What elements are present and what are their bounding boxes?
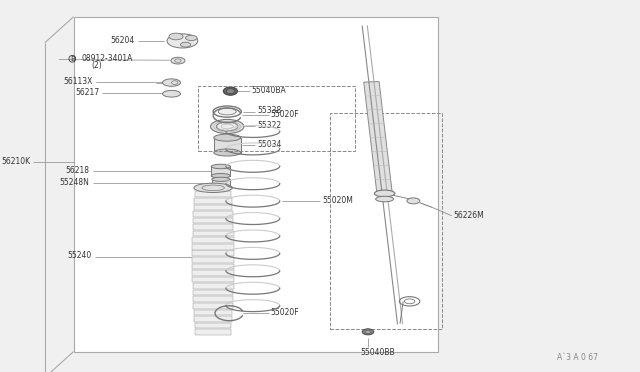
Ellipse shape	[214, 134, 241, 141]
Polygon shape	[192, 270, 234, 276]
Ellipse shape	[211, 164, 230, 169]
Ellipse shape	[212, 185, 230, 189]
Ellipse shape	[374, 190, 395, 197]
Ellipse shape	[365, 330, 371, 333]
Ellipse shape	[214, 149, 241, 156]
Ellipse shape	[216, 122, 238, 131]
Bar	[330, 113, 442, 329]
Text: 55322: 55322	[257, 121, 282, 130]
Polygon shape	[192, 264, 234, 269]
Polygon shape	[195, 316, 232, 322]
Text: B: B	[70, 56, 75, 62]
Text: 55040BB: 55040BB	[360, 348, 395, 357]
Polygon shape	[195, 198, 232, 203]
Text: 56217: 56217	[75, 88, 99, 97]
Text: 56210K: 56210K	[1, 157, 31, 166]
Polygon shape	[212, 179, 230, 187]
Polygon shape	[192, 250, 234, 256]
Text: 56218: 56218	[66, 166, 90, 175]
Ellipse shape	[223, 87, 237, 95]
Text: 55338: 55338	[257, 106, 282, 115]
Polygon shape	[192, 257, 234, 263]
Ellipse shape	[211, 173, 230, 178]
Ellipse shape	[186, 35, 197, 41]
Text: 56113X: 56113X	[63, 77, 93, 86]
Text: 55020F: 55020F	[271, 110, 300, 119]
Text: A`3 A 0 67: A`3 A 0 67	[557, 353, 598, 362]
Text: 56204: 56204	[110, 36, 134, 45]
Ellipse shape	[194, 183, 232, 192]
Polygon shape	[194, 205, 232, 210]
Text: 55034: 55034	[257, 140, 282, 149]
Polygon shape	[193, 290, 234, 295]
Polygon shape	[74, 17, 438, 352]
Ellipse shape	[171, 57, 185, 64]
Ellipse shape	[407, 198, 420, 204]
Ellipse shape	[211, 119, 244, 134]
Ellipse shape	[212, 177, 230, 182]
Text: 56226M: 56226M	[454, 211, 484, 219]
Polygon shape	[193, 303, 233, 308]
Text: 55020F: 55020F	[271, 308, 300, 317]
Ellipse shape	[169, 33, 183, 40]
Ellipse shape	[163, 90, 180, 97]
Polygon shape	[193, 283, 234, 289]
Polygon shape	[195, 323, 232, 328]
Polygon shape	[193, 296, 233, 302]
Polygon shape	[195, 192, 232, 197]
Polygon shape	[193, 224, 234, 230]
Text: (2): (2)	[92, 61, 102, 70]
Polygon shape	[194, 310, 232, 315]
Polygon shape	[195, 329, 231, 335]
Text: 08912-3401A: 08912-3401A	[82, 54, 133, 63]
Ellipse shape	[227, 89, 234, 93]
Text: 55240: 55240	[67, 251, 92, 260]
Ellipse shape	[180, 42, 191, 47]
Polygon shape	[193, 218, 233, 223]
Bar	[198, 86, 355, 151]
Polygon shape	[214, 138, 241, 153]
Polygon shape	[364, 81, 392, 194]
Polygon shape	[193, 211, 233, 217]
Ellipse shape	[376, 196, 394, 202]
Text: 55020M: 55020M	[322, 196, 353, 205]
Polygon shape	[211, 166, 230, 176]
Polygon shape	[192, 277, 234, 282]
Polygon shape	[193, 231, 234, 236]
Polygon shape	[192, 244, 234, 250]
Ellipse shape	[362, 329, 374, 335]
Polygon shape	[192, 237, 234, 243]
Ellipse shape	[218, 108, 236, 115]
Ellipse shape	[167, 34, 198, 48]
Text: 55248N: 55248N	[60, 178, 90, 187]
Ellipse shape	[163, 79, 180, 86]
Text: 55040BA: 55040BA	[252, 86, 286, 94]
